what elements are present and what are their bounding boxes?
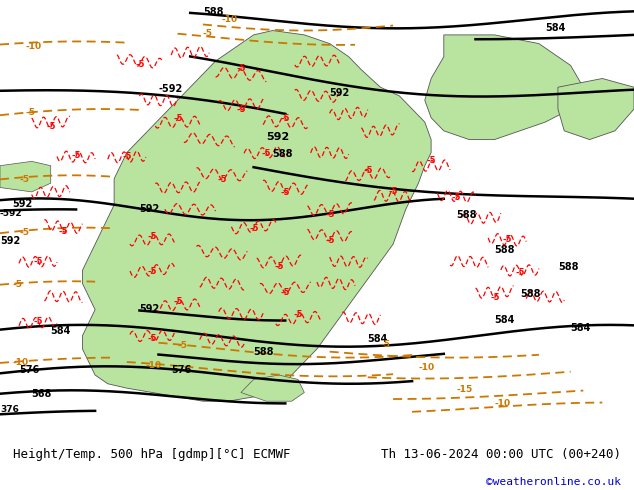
Text: 588: 588 xyxy=(520,289,540,298)
Text: -5: -5 xyxy=(34,317,43,326)
Text: 584: 584 xyxy=(545,23,566,32)
Text: -5: -5 xyxy=(325,236,335,245)
Text: -10: -10 xyxy=(25,42,41,51)
Polygon shape xyxy=(82,30,431,401)
Text: -5: -5 xyxy=(59,227,68,236)
Text: -5: -5 xyxy=(294,310,303,319)
Text: -5: -5 xyxy=(19,228,29,237)
Text: 576: 576 xyxy=(171,365,191,375)
Text: -5: -5 xyxy=(281,114,290,123)
Text: -5: -5 xyxy=(281,289,290,297)
Text: -5: -5 xyxy=(217,175,227,184)
Text: Th 13-06-2024 00:00 UTC (00+240): Th 13-06-2024 00:00 UTC (00+240) xyxy=(381,448,621,462)
Text: 568: 568 xyxy=(32,389,52,399)
Text: -10: -10 xyxy=(222,15,238,24)
Text: -10: -10 xyxy=(495,399,510,409)
Text: 592: 592 xyxy=(139,203,160,214)
Text: -5: -5 xyxy=(275,262,284,271)
Text: Height/Temp. 500 hPa [gdmp][°C] ECMWF: Height/Temp. 500 hPa [gdmp][°C] ECMWF xyxy=(13,448,290,462)
Polygon shape xyxy=(425,35,583,140)
Text: 588: 588 xyxy=(456,210,477,220)
Text: 588: 588 xyxy=(558,262,578,272)
Text: -592: -592 xyxy=(158,84,183,94)
Polygon shape xyxy=(0,161,51,192)
Text: 588: 588 xyxy=(495,245,515,255)
Text: -5: -5 xyxy=(178,341,188,350)
Text: 588: 588 xyxy=(254,347,274,357)
Text: -5: -5 xyxy=(281,188,290,197)
Text: -5: -5 xyxy=(135,60,145,69)
Text: -5: -5 xyxy=(363,166,373,175)
Text: 376: 376 xyxy=(0,405,19,414)
Text: 584: 584 xyxy=(51,326,71,336)
Text: 588: 588 xyxy=(273,149,293,159)
Text: -5: -5 xyxy=(173,297,183,306)
Text: -5: -5 xyxy=(25,108,36,117)
Text: -5: -5 xyxy=(427,156,436,165)
Text: -5: -5 xyxy=(122,152,132,161)
Text: ©weatheronline.co.uk: ©weatheronline.co.uk xyxy=(486,477,621,487)
Text: 592: 592 xyxy=(0,236,20,246)
Text: -5: -5 xyxy=(325,210,335,219)
Text: -10: -10 xyxy=(146,361,162,369)
Text: -5: -5 xyxy=(148,267,157,276)
Text: -5: -5 xyxy=(503,235,512,244)
Text: -5: -5 xyxy=(380,340,391,349)
Text: -5: -5 xyxy=(262,149,271,158)
Text: -10: -10 xyxy=(418,363,434,372)
Text: -592: -592 xyxy=(0,209,23,218)
Text: 584: 584 xyxy=(368,334,388,344)
Text: -10: -10 xyxy=(13,359,29,368)
Text: 592: 592 xyxy=(139,304,160,314)
Text: -5: -5 xyxy=(34,257,43,266)
Text: -5: -5 xyxy=(72,151,81,160)
Text: 592: 592 xyxy=(266,131,290,142)
Text: 588: 588 xyxy=(203,7,223,17)
Text: -5: -5 xyxy=(249,224,259,233)
Text: -5: -5 xyxy=(19,175,29,184)
Text: 592: 592 xyxy=(13,199,33,209)
Text: -5: -5 xyxy=(173,114,183,123)
Text: 584: 584 xyxy=(495,315,515,325)
Text: -5: -5 xyxy=(389,187,398,196)
Text: -5: -5 xyxy=(490,293,500,302)
Text: -5: -5 xyxy=(515,268,525,276)
Text: -5: -5 xyxy=(46,122,56,131)
Text: -5: -5 xyxy=(452,193,462,202)
Text: 576: 576 xyxy=(19,365,39,375)
Text: -5: -5 xyxy=(236,64,246,74)
Text: -5: -5 xyxy=(13,280,23,289)
Text: 584: 584 xyxy=(571,323,591,333)
Polygon shape xyxy=(558,78,634,140)
Text: -5: -5 xyxy=(203,29,213,38)
Text: -5: -5 xyxy=(148,231,157,241)
Text: 592: 592 xyxy=(330,88,350,98)
Text: -5: -5 xyxy=(236,105,246,114)
Text: -15: -15 xyxy=(456,385,473,393)
Text: -5: -5 xyxy=(148,334,157,343)
Polygon shape xyxy=(241,375,304,401)
